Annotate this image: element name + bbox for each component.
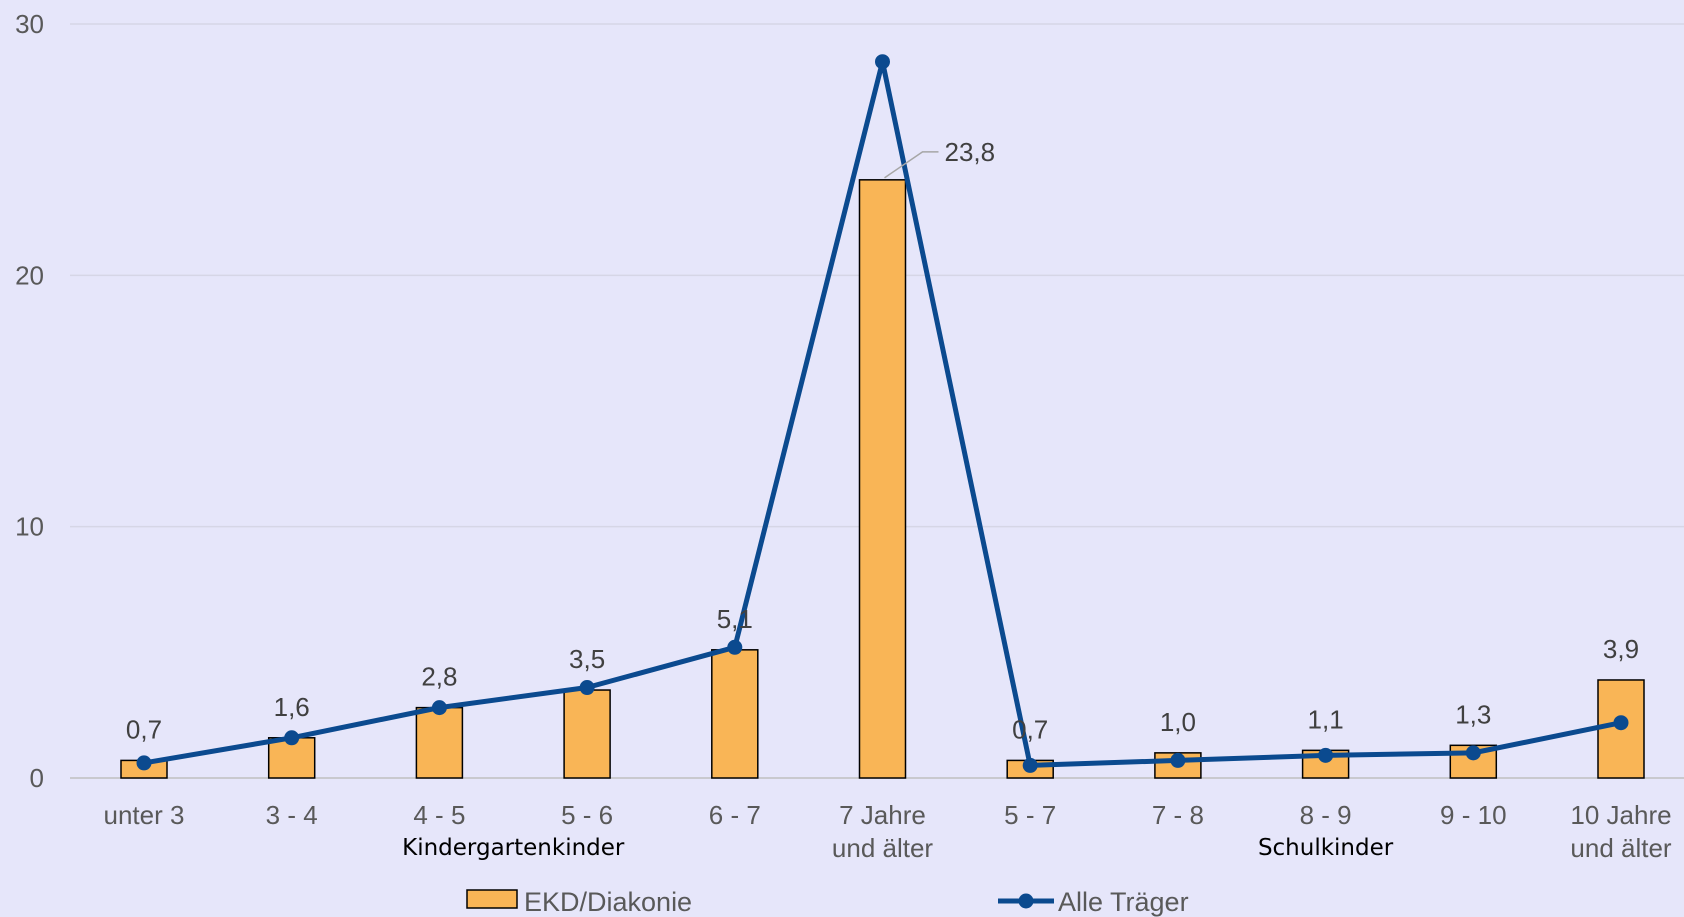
bar (858, 179, 907, 779)
line-point (1465, 745, 1481, 761)
x-tick-label: 5 - 6 (561, 800, 613, 830)
y-tick-label: 0 (30, 763, 44, 793)
label-leader-line (884, 151, 939, 179)
x-tick-label: 7 - 8 (1152, 800, 1204, 830)
line-point (1613, 715, 1629, 731)
line-point (136, 755, 152, 771)
bar-series (120, 179, 1645, 779)
line-series (136, 54, 1629, 773)
bar (711, 649, 759, 779)
x-tick-label: 7 Jahre (839, 800, 926, 830)
group-label: Schulkinder (1258, 835, 1394, 861)
bar-data-label: 2,8 (421, 662, 457, 692)
legend-swatch-bar (466, 889, 518, 909)
y-tick-label: 20 (15, 260, 44, 290)
line-point (431, 700, 447, 716)
x-tick-label: 5 - 7 (1004, 800, 1056, 830)
legend-label: EKD/Diakonie (524, 887, 692, 917)
x-tick-label: und älter (1570, 833, 1672, 863)
data-labels: 0,7 1,6 2,8 3,5 5,1 23,8 0,7 1,0 1,1 1,3 3,9 (126, 137, 1639, 745)
group-label: Kindergartenkinder (402, 835, 625, 861)
x-tick-label: 3 - 4 (266, 800, 318, 830)
bar-data-label: 23,8 (945, 137, 996, 167)
bar-data-label: 3,5 (569, 644, 605, 674)
bar-data-label: 5,1 (717, 604, 753, 634)
line-point (1318, 747, 1334, 763)
x-tick-label: 9 - 10 (1440, 800, 1507, 830)
legend-label: Alle Träger (1058, 887, 1189, 917)
y-tick-label: 10 (15, 512, 44, 542)
line-point (727, 639, 743, 655)
legend: EKD/Diakonie Alle Träger (466, 887, 1189, 917)
bar-data-label: 1,0 (1160, 707, 1196, 737)
bar-data-label: 1,3 (1455, 699, 1491, 729)
bar (563, 689, 611, 779)
bar-data-label: 1,6 (274, 692, 310, 722)
x-tick-label: 10 Jahre (1570, 800, 1671, 830)
y-axis: 0 10 20 30 (15, 9, 44, 793)
line-point (284, 730, 300, 746)
line-point (1170, 752, 1186, 768)
x-tick-label: 4 - 5 (413, 800, 465, 830)
bar-data-label: 0,7 (1012, 714, 1048, 744)
line-point (1022, 757, 1038, 773)
y-tick-label: 30 (15, 9, 44, 39)
x-tick-label: und älter (832, 833, 934, 863)
line-point (579, 680, 595, 696)
line-point (875, 54, 890, 70)
bar (415, 706, 464, 779)
category-groups: Kindergartenkinder Schulkinder (402, 835, 1394, 861)
bar-data-label: 3,9 (1603, 634, 1639, 664)
bar-data-label: 0,7 (126, 714, 162, 744)
x-tick-label: unter 3 (104, 800, 185, 830)
bar-data-label: 1,1 (1308, 704, 1344, 734)
x-tick-label: 8 - 9 (1300, 800, 1352, 830)
x-tick-label: 6 - 7 (709, 800, 761, 830)
legend-swatch-marker (1018, 893, 1034, 909)
